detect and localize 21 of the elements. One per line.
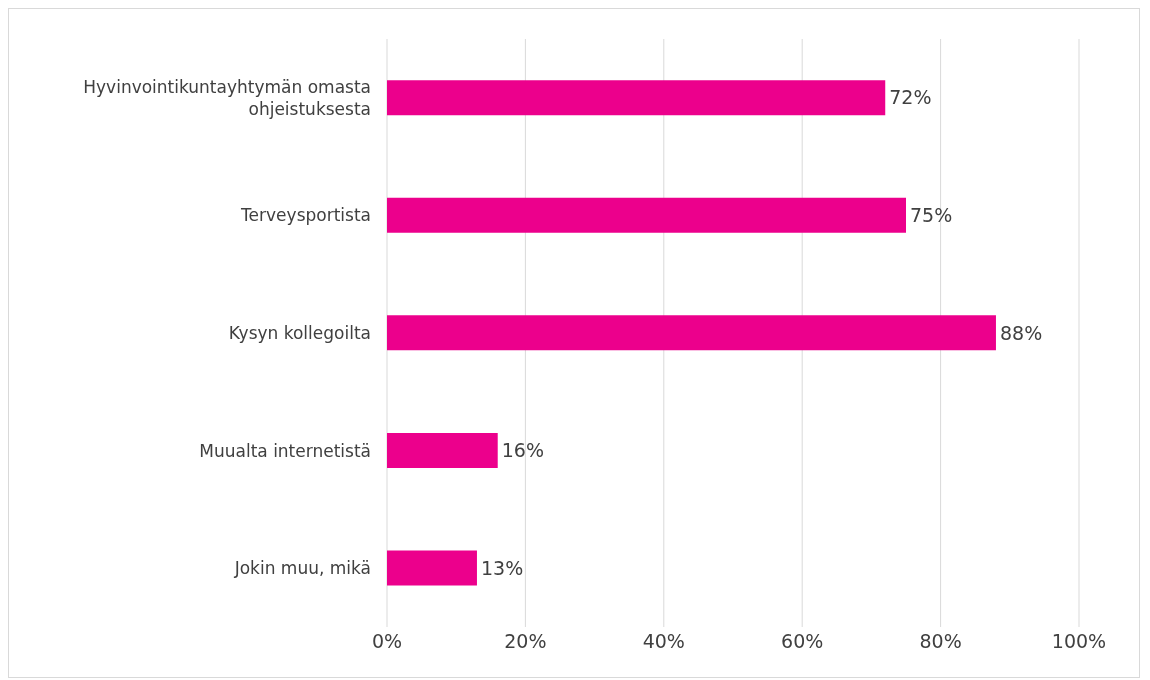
bar <box>387 80 886 116</box>
x-tick-label: 60% <box>781 630 824 653</box>
x-tick-label: 100% <box>1051 630 1107 653</box>
bar <box>387 550 477 586</box>
bar <box>387 197 906 233</box>
bar <box>387 432 498 468</box>
data-label: 13% <box>480 556 524 579</box>
x-tick-label: 20% <box>504 630 547 653</box>
y-tick-label: Jokin muu, mikä <box>233 558 371 579</box>
data-label: 72% <box>889 86 932 109</box>
x-tick-label: 0% <box>371 630 403 653</box>
bar <box>387 315 996 351</box>
x-tick-label: 80% <box>919 630 962 653</box>
data-label: 88% <box>999 321 1043 344</box>
y-tick-label: Kysyn kollegoilta <box>228 323 371 343</box>
y-tick-label: Terveysportista <box>240 205 371 226</box>
x-tick-label: 40% <box>642 630 685 653</box>
y-tick-label: Hyvinvointikuntayhtymän omasta ohjeistuksesta <box>83 76 371 119</box>
data-label: 16% <box>501 439 544 462</box>
data-label: 75% <box>910 204 953 226</box>
y-tick-label: Muualta internetistä <box>199 440 371 461</box>
